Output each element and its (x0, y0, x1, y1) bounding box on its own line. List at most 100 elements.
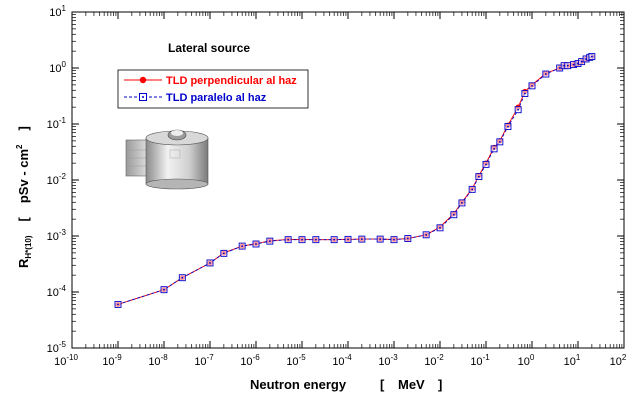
x-tick-label-base: 10 (54, 356, 66, 368)
y-tick-label-exp: 1 (62, 4, 67, 13)
x-tick-label-base: 10 (102, 356, 114, 368)
y-tick-label-exp: -5 (59, 340, 67, 349)
series-2-point-dot (485, 163, 487, 166)
y-tick-label-base: 10 (47, 287, 59, 299)
y-tick-label-exp: -1 (59, 116, 67, 125)
series-layer (114, 53, 596, 308)
legend-label-series-1: TLD perpendicular al haz (166, 75, 297, 87)
x-tick-label-base: 10 (286, 356, 298, 368)
series-2-point-dot (580, 60, 583, 63)
y-tick-label: 100 (49, 60, 66, 75)
series-2-point-dot (452, 213, 455, 216)
series-2-point-dot (439, 226, 441, 229)
legend-label-series-2: TLD paralelo al haz (166, 92, 267, 104)
series-2-point-dot (241, 245, 244, 248)
x-tick-label: 10-7 (194, 353, 214, 368)
legend-marker-series-1 (139, 76, 147, 84)
x-tick-label-exp: -5 (299, 353, 307, 362)
x-tick-label-exp: -9 (115, 353, 123, 362)
series-2-point-dot (493, 147, 496, 150)
x-tick-label-base: 10 (564, 356, 576, 368)
x-tick-label: 10-8 (148, 353, 168, 368)
x-axis-label-unit: MeV (398, 377, 425, 392)
x-tick-label-exp: 1 (576, 353, 581, 362)
y-tick-label-base: 10 (49, 7, 61, 19)
tld-dosimeter-cylinder-icon (125, 129, 209, 190)
x-tick-label-base: 10 (424, 356, 436, 368)
series-2-point-dot (181, 276, 184, 279)
x-axis-label-bracket-close: ] (438, 377, 442, 392)
x-tick-label-base: 10 (470, 356, 482, 368)
x-tick-label-exp: -4 (345, 353, 353, 362)
y-axis-label-sub: H*(10) (24, 235, 33, 258)
y-tick-label-base: 10 (47, 175, 59, 187)
x-axis-label: Neutron energy [ MeV ] (250, 377, 442, 392)
series-2-point-dot (406, 237, 409, 240)
svg-text:RH*(10)[pSv - cm2]: RH*(10) [pSv - cm2] (15, 126, 33, 268)
x-tick-label-exp: -7 (207, 353, 215, 362)
series-2-point-dot (222, 252, 225, 255)
series-2-point-dot (471, 188, 474, 191)
x-tick-label: 10-4 (332, 353, 352, 368)
series-2-point-dot (209, 262, 211, 264)
y-tick-label: 10-1 (47, 116, 67, 131)
y-tick-label-base: 10 (47, 119, 59, 131)
x-tick-label: 10-3 (378, 353, 398, 368)
x-tick-label-exp: -1 (483, 353, 491, 362)
series-2-point-dot (477, 175, 480, 178)
x-tick-label-exp: -10 (66, 353, 78, 362)
series-2-point-dot (287, 238, 290, 241)
y-tick-label: 10-2 (47, 172, 67, 187)
y-tick-label: 10-5 (47, 340, 67, 355)
series-2-point-dot (461, 202, 463, 204)
y-tick-label: 101 (49, 4, 66, 19)
y-tick-label-exp: -4 (59, 284, 67, 293)
series-2-point-dot (301, 238, 303, 241)
x-tick-label-exp: -3 (391, 353, 399, 362)
series-2-point-dot (333, 238, 336, 241)
y-axis-label-unit: pSv - cm (16, 149, 31, 203)
x-tick-label-base: 10 (148, 356, 160, 368)
series-2-point-dot (566, 64, 569, 67)
series-2-point-dot (117, 303, 119, 306)
chart-title: Lateral source (168, 41, 250, 55)
series-2-point-dot (163, 288, 165, 291)
x-tick-label: 10-9 (102, 353, 122, 368)
x-tick-label: 10-5 (286, 353, 306, 368)
legend: TLD perpendicular al haz TLD paralelo al… (117, 69, 309, 109)
y-tick-label-base: 10 (47, 343, 59, 355)
x-tick-label: 10-2 (424, 353, 444, 368)
series-2-point-dot (393, 238, 395, 241)
x-tick-label: 100 (518, 353, 535, 368)
series-2-point-dot (360, 238, 363, 241)
y-tick-label-exp: 0 (62, 60, 67, 69)
y-tick-label-exp: -3 (59, 228, 67, 237)
y-axis-label-unit-sup: 2 (15, 144, 24, 149)
series-2-point-dot (572, 63, 575, 66)
series-2-point-dot (523, 92, 526, 95)
series-2-point-dot (425, 233, 428, 236)
x-tick-labels: 10-10 10-9 10-8 10-7 10-6 10-5 10-4 10-3 10-2 10-… (54, 353, 627, 368)
x-tick-label-exp: -6 (253, 353, 261, 362)
x-tick-label: 101 (564, 353, 581, 368)
y-axis-label-bracket-close: ] (16, 126, 31, 130)
series-2-point-dot (517, 108, 520, 111)
series-2-point-dot (544, 73, 547, 75)
y-tick-label-exp: -2 (59, 172, 67, 181)
y-tick-label-base: 10 (49, 63, 61, 75)
x-axis-label-bracket-open: [ (380, 377, 385, 392)
series-2-point-dot (590, 55, 593, 58)
x-tick-label-base: 10 (378, 356, 390, 368)
x-tick-label: 10-1 (470, 353, 490, 368)
series-2-point-dot (347, 238, 349, 241)
y-axis-label: RH*(10) [pSv - cm2] (15, 126, 33, 268)
x-tick-label-exp: -8 (161, 353, 169, 362)
x-tick-label-exp: 0 (530, 353, 535, 362)
series-2-point-dot (498, 140, 501, 143)
x-tick-label-base: 10 (240, 356, 252, 368)
y-tick-label: 10-3 (47, 228, 67, 243)
x-tick-label-base: 10 (518, 356, 530, 368)
series-2-point-dot (507, 125, 509, 128)
